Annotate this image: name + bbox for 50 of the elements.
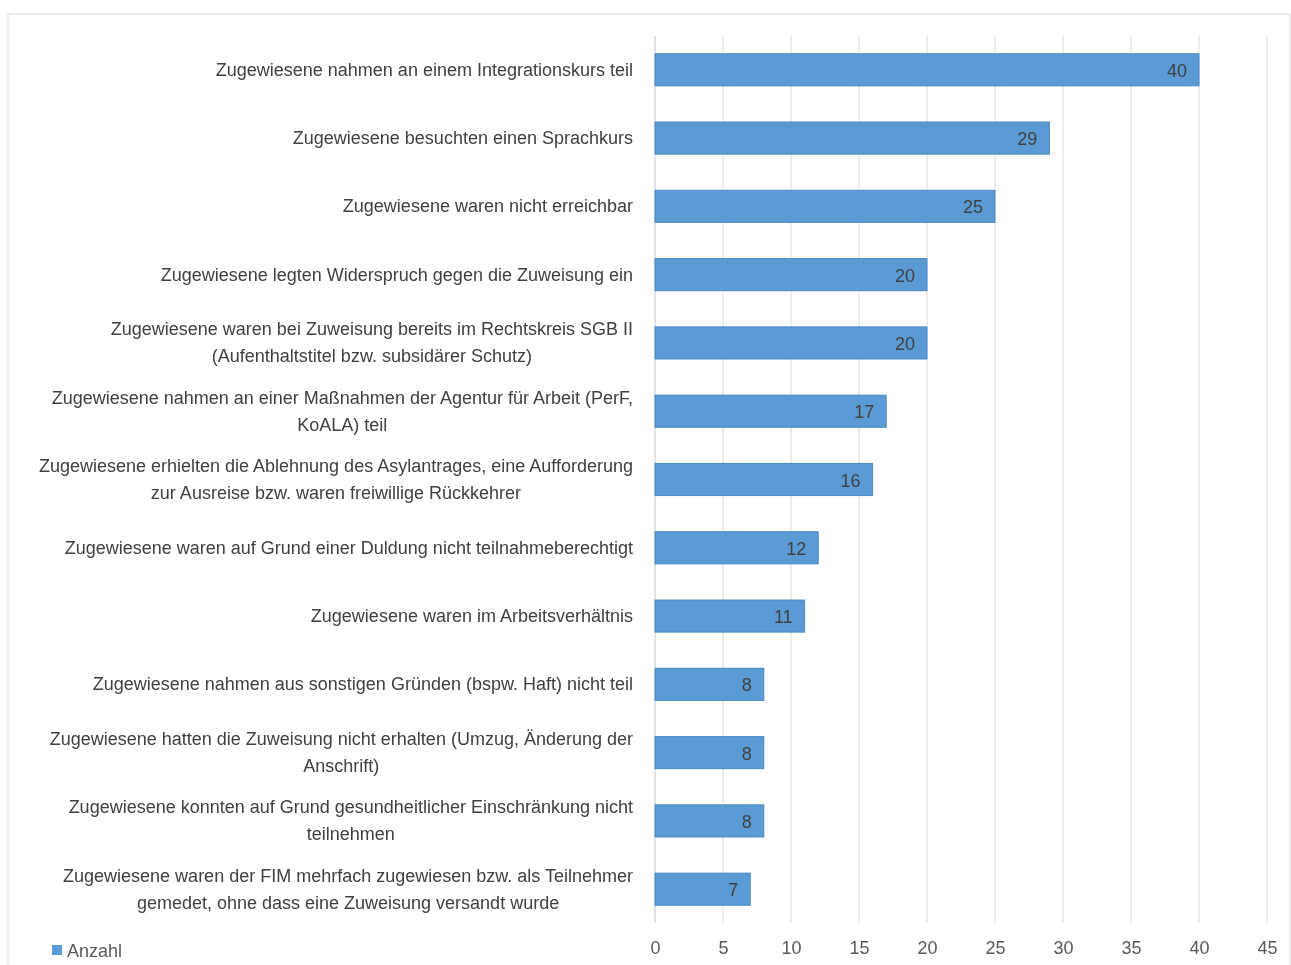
data-label: 7 (728, 880, 739, 901)
bar (654, 189, 996, 223)
x-tick-label: 45 (1257, 937, 1278, 958)
x-tick-label: 20 (917, 937, 938, 958)
data-label: 8 (741, 811, 752, 832)
y-tick-label: Zugewiesene nahmen aus sonstigen Gründen (bspw. Haft) nicht teil (92, 674, 633, 695)
y-tick-label: Zugewiesene erhielten die Ablehnung des Asylantrages, eine Aufforderung zur Ausreise bzw. waren freiwillige Rückkehrer (38, 456, 633, 503)
data-label: 40 (1166, 60, 1187, 81)
bar (654, 462, 874, 497)
data-label: 8 (741, 743, 752, 764)
bar (654, 326, 928, 360)
data-label: 17 (854, 402, 875, 423)
data-label: 20 (894, 333, 915, 354)
x-tick-label: 40 (1189, 937, 1210, 958)
y-tick-label: Zugewiesene legten Widerspruch gegen die Zuweisung ein (160, 264, 633, 285)
bar (654, 804, 765, 838)
data-label: 20 (894, 265, 915, 286)
x-tick-label: 35 (1121, 937, 1142, 958)
x-tick-label: 30 (1053, 937, 1074, 958)
bar (654, 736, 765, 770)
x-tick-label: 10 (781, 937, 802, 958)
y-tick-label: Zugewiesene waren nicht erreichbar (342, 196, 633, 217)
bar (654, 121, 1050, 155)
data-label: 29 (1017, 129, 1038, 150)
data-label: 12 (786, 538, 807, 559)
x-tick-label: 25 (985, 937, 1006, 958)
y-tick-label: Zugewiesene hatten die Zuweisung nicht erhalten (Umzug, Änderung der Anschrift) (49, 729, 633, 777)
x-tick-label: 5 (718, 937, 729, 958)
y-tick-label: Zugewiesene konnten auf Grund gesundheitlicher Einschränkung nicht teilnehmen (68, 797, 633, 845)
bar (654, 53, 1200, 87)
bar (654, 531, 819, 565)
data-label: 8 (741, 675, 752, 696)
bar (654, 394, 887, 428)
bar (654, 599, 806, 633)
bar (654, 258, 928, 292)
y-tick-label: Zugewiesene waren im Arbeitsverhältnis (310, 606, 633, 627)
x-tick-label: 0 (650, 937, 661, 958)
y-tick-label: Zugewiesene nahmen an einer Maßnahmen der Agentur für Arbeit (PerF, KoALA) teil (51, 387, 633, 435)
y-tick-label: Zugewiesene waren der FIM mehrfach zugewiesen bzw. als Teilnehmer gemedet, ohne dass eine Zuweisung versandt wurde (63, 865, 633, 913)
data-label: 11 (773, 607, 793, 628)
data-label: 25 (962, 197, 983, 218)
y-tick-label: Zugewiesene nahmen an einem Integrationskurs teil (215, 59, 633, 80)
bar (654, 872, 751, 906)
y-tick-label: Zugewiesene waren auf Grund einer Duldung nicht teilnahmeberechtigt (64, 537, 633, 558)
data-label: 16 (840, 470, 861, 491)
legend-label: Anzahl (67, 941, 123, 961)
bar (654, 667, 765, 701)
y-tick-label: Zugewiesene waren bei Zuweisung bereits im Rechtskreis SGB II (Aufenthaltstitel bzw. subsidärer Schutz) (110, 319, 633, 367)
x-tick-label: 15 (849, 937, 870, 958)
y-tick-label: Zugewiesene besuchten einen Sprachkurs (292, 128, 633, 149)
